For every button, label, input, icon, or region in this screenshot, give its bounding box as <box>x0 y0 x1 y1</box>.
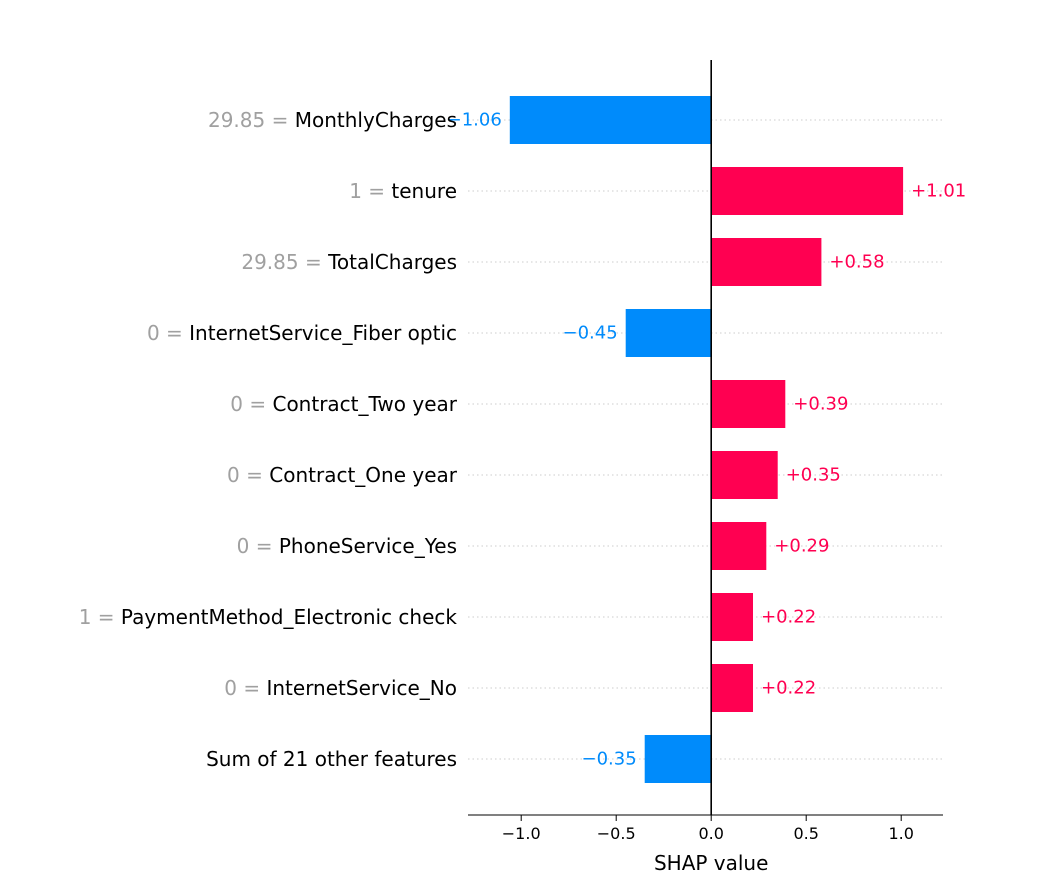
x-axis-title: SHAP value <box>654 851 768 875</box>
bar-value-label: +0.22 <box>761 678 816 699</box>
feature-label: 29.85 = TotalCharges <box>241 250 457 274</box>
bar-value-labels: −1.06 +1.01 +0.58 −0.45 +0.39 +0.35 +0.29 +0.22… <box>447 110 967 770</box>
feature-name: PhoneService_Yes <box>279 534 457 558</box>
feature-name: InternetService_No <box>266 676 457 700</box>
feature-labels: 29.85 = MonthlyCharges 1 = tenure 29.85 = … <box>79 108 458 771</box>
feature-value: 0 <box>227 463 240 487</box>
feature-value: 0 <box>224 676 237 700</box>
equals-sign: = <box>237 676 266 700</box>
bar-value-label: −1.06 <box>447 110 502 131</box>
equals-sign: = <box>299 250 328 274</box>
x-tick-label: 0.5 <box>793 824 818 843</box>
equals-sign: = <box>240 463 269 487</box>
row-guides <box>468 119 943 760</box>
bar-value-label: −0.35 <box>582 749 637 770</box>
feature-value: 0 <box>237 534 250 558</box>
bars <box>509 96 904 783</box>
bar-positive <box>711 380 786 428</box>
feature-name: PaymentMethod_Electronic check <box>121 605 457 629</box>
feature-name: tenure <box>391 179 457 203</box>
bar-value-label: −0.45 <box>563 323 618 344</box>
feature-label: 29.85 = MonthlyCharges <box>208 108 457 132</box>
feature-label: 0 = Contract_One year <box>227 463 458 487</box>
equals-sign: = <box>249 534 278 558</box>
x-tick-label: −0.5 <box>597 824 636 843</box>
feature-value: 0 <box>230 392 243 416</box>
feature-value: 1 <box>349 179 362 203</box>
feature-value: 1 <box>79 605 92 629</box>
bar-value-label: +0.58 <box>829 252 884 273</box>
x-tick-label: 0.0 <box>698 824 723 843</box>
bar-positive <box>711 664 753 712</box>
feature-label: 0 = InternetService_Fiber optic <box>147 321 457 345</box>
equals-sign: = <box>243 392 272 416</box>
feature-label: 0 = Contract_Two year <box>230 392 458 416</box>
bar-value-label: +0.22 <box>761 607 816 628</box>
feature-name: Contract_One year <box>269 463 458 487</box>
bar-negative <box>625 309 712 357</box>
feature-label: 1 = tenure <box>349 179 457 203</box>
bar-positive <box>711 593 753 641</box>
bar-negative <box>509 96 712 144</box>
bar-value-label: +0.35 <box>786 465 841 486</box>
bar-positive <box>711 522 767 570</box>
feature-label: 0 = PhoneService_Yes <box>237 534 457 558</box>
feature-name: Sum of 21 other features <box>206 747 457 771</box>
bar-value-label: +0.29 <box>774 536 829 557</box>
bar-negative <box>644 735 712 783</box>
feature-name: TotalCharges <box>327 250 457 274</box>
equals-sign: = <box>362 179 391 203</box>
feature-name: MonthlyCharges <box>295 108 457 132</box>
x-tick-label: −1.0 <box>502 824 541 843</box>
feature-label: 0 = InternetService_No <box>224 676 457 700</box>
feature-label: 1 = PaymentMethod_Electronic check <box>79 605 458 629</box>
bar-positive <box>711 451 778 499</box>
feature-name: InternetService_Fiber optic <box>189 321 457 345</box>
equals-sign: = <box>160 321 189 345</box>
x-axis: −1.0 −0.5 0.0 0.5 1.0 <box>468 814 943 843</box>
feature-value: 0 <box>147 321 160 345</box>
feature-label: Sum of 21 other features <box>206 747 457 771</box>
feature-value: 29.85 <box>241 250 298 274</box>
equals-sign: = <box>91 605 120 629</box>
equals-sign: = <box>265 108 294 132</box>
x-tick-label: 1.0 <box>888 824 913 843</box>
bar-value-label: +0.39 <box>793 394 848 415</box>
bar-value-label: +1.01 <box>911 181 966 202</box>
feature-value: 29.85 <box>208 108 265 132</box>
bar-positive <box>711 167 904 215</box>
feature-name: Contract_Two year <box>272 392 457 416</box>
bar-positive <box>711 238 822 286</box>
